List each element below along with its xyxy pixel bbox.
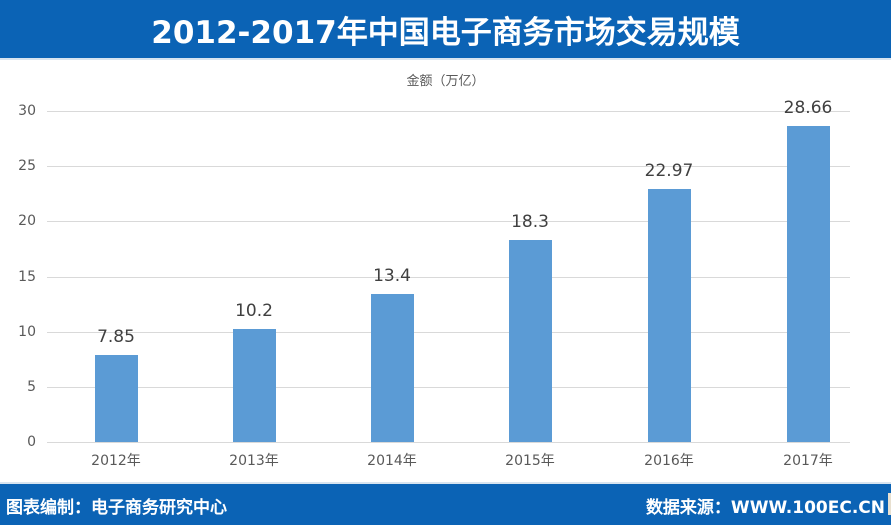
y-tick-label: 5: [27, 379, 36, 395]
gridline: [47, 387, 850, 388]
chart-title-banner: 2012-2017年中国电子商务市场交易规模: [0, 0, 891, 60]
bar-2012: [94, 355, 138, 442]
bar-2014: [370, 294, 414, 442]
x-tick-label: 2015年: [505, 453, 555, 469]
bar-value-label: 10.2: [235, 301, 273, 321]
bar-value-label: 22.97: [644, 161, 694, 181]
x-tick-label: 2017年: [783, 453, 833, 469]
chart-title: 2012-2017年中国电子商务市场交易规模: [151, 14, 740, 51]
y-tick-label: 0: [27, 434, 36, 450]
bar-value-label: 28.66: [783, 98, 833, 118]
x-tick-label: 2012年: [91, 453, 141, 469]
x-tick-label: 2016年: [644, 453, 694, 469]
bar-value-label: 13.4: [373, 266, 411, 286]
y-tick-label: 15: [18, 269, 36, 285]
bar-2016: [647, 189, 691, 442]
y-axis-unit-label: 金额（万亿）: [406, 74, 485, 89]
gridline: [47, 111, 850, 112]
gridline: [47, 277, 850, 278]
chart-compiler-credit: 图表编制：电子商务研究中心: [6, 498, 227, 518]
y-tick-label: 25: [18, 158, 36, 174]
bar-2013: [232, 329, 276, 442]
gridline: [47, 166, 850, 167]
y-tick-label: 10: [18, 324, 36, 340]
y-tick-label: 30: [18, 103, 36, 119]
x-tick-label: 2013年: [229, 453, 279, 469]
footer-banner: 图表编制：电子商务研究中心 数据来源：WWW.100EC.CN: [0, 482, 891, 525]
gridline: [47, 221, 850, 222]
footer-edge-mark: [888, 493, 891, 515]
data-source-credit: 数据来源：WWW.100EC.CN: [645, 498, 885, 518]
bar-2017: [786, 126, 830, 442]
x-tick-label: 2014年: [367, 453, 417, 469]
gridline: [47, 442, 850, 443]
y-tick-label: 20: [18, 213, 36, 229]
bar-2015: [508, 240, 552, 442]
bar-value-label: 7.85: [97, 327, 135, 347]
bar-value-label: 18.3: [511, 212, 549, 232]
gridline: [47, 332, 850, 333]
